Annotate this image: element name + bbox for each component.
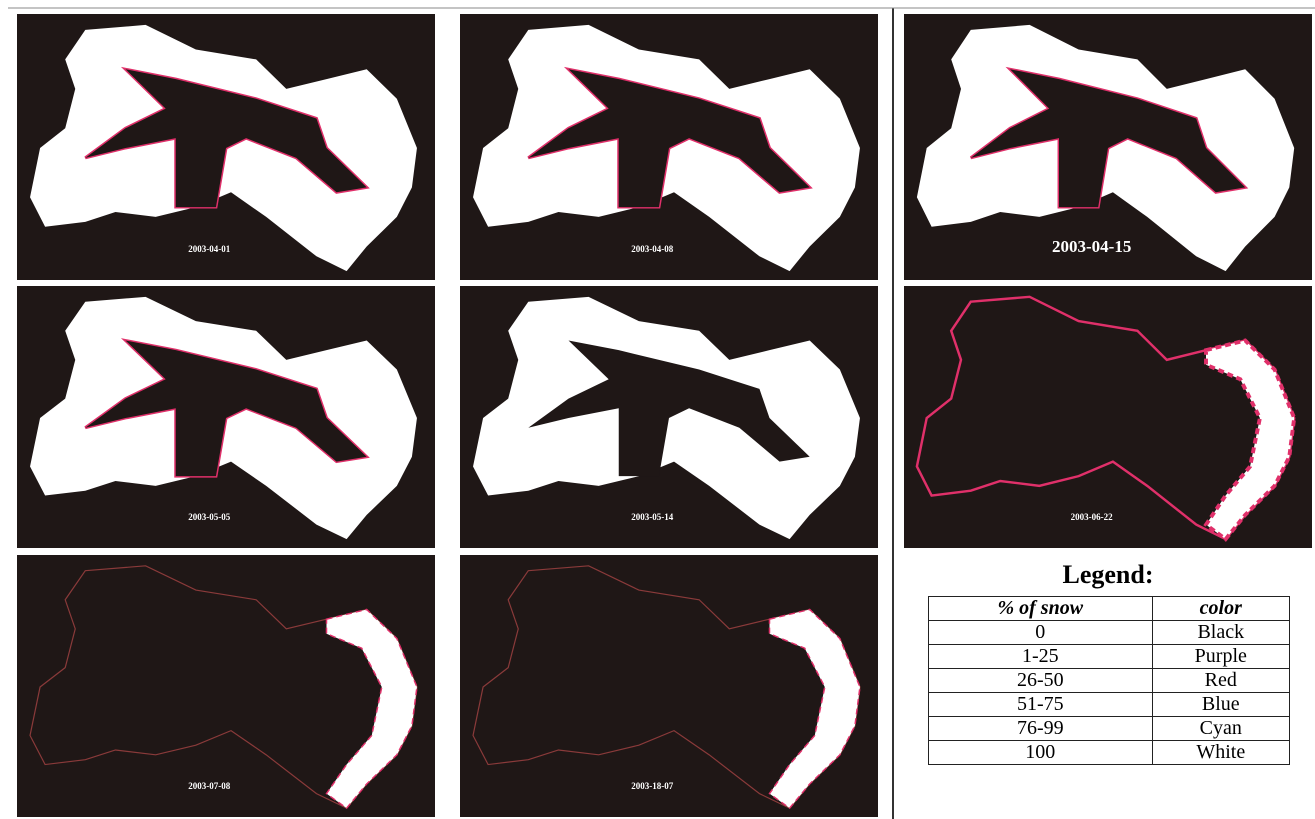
legend-cell: 26-50 [929,669,1153,693]
page: 2003-04-01 2003-04-08 2003-04-15 2003-05-05… [0,0,1315,819]
date-label: 2003-05-05 [188,512,230,522]
legend-header: % of snow [929,597,1153,621]
legend-cell: White [1152,741,1289,765]
legend-title: Legend: [904,560,1312,590]
legend-cell: 100 [929,741,1153,765]
legend-header: color [1152,597,1289,621]
map-panel: 2003-04-08 [460,14,878,280]
legend-cell: Red [1152,669,1289,693]
legend-cell: 76-99 [929,717,1153,741]
date-label: 2003-04-08 [631,244,673,254]
map-panel: 2003-06-22 [904,286,1312,548]
map-panel: 2003-05-05 [17,286,435,548]
date-label: 2003-07-08 [188,781,230,791]
date-label: 2003-04-15 [1052,237,1131,256]
legend-cell: 1-25 [929,645,1153,669]
legend-cell: Cyan [1152,717,1289,741]
map-panel: 2003-04-15 [904,14,1312,280]
legend-cell: 0 [929,621,1153,645]
legend-cell: Purple [1152,645,1289,669]
map-panel: 2003-18-07 [460,555,878,817]
date-label: 2003-04-01 [188,244,230,254]
map-panel: 2003-04-01 [17,14,435,280]
date-label: 2003-06-22 [1071,512,1113,522]
date-label: 2003-05-14 [631,512,673,522]
map-panel: 2003-05-14 [460,286,878,548]
date-label: 2003-18-07 [631,781,673,791]
map-panel: 2003-07-08 [17,555,435,817]
legend-cell: Black [1152,621,1289,645]
legend-cell: Blue [1152,693,1289,717]
legend-cell: 51-75 [929,693,1153,717]
